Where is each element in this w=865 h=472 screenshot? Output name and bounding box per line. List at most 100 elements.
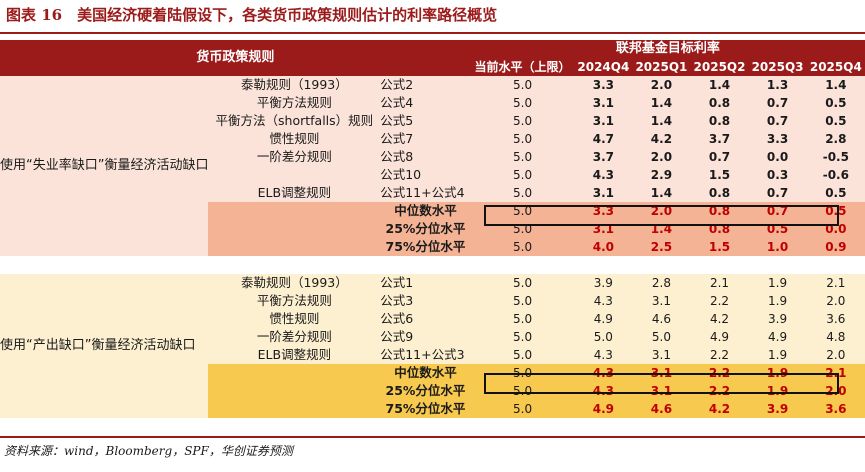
rate-value: 0.7 xyxy=(748,94,807,112)
rate-value: 1.4 xyxy=(632,94,691,112)
header-2025q2: 2025Q2 xyxy=(690,58,749,76)
summary-current-rate: 5.0 xyxy=(470,400,575,418)
summary-spacer xyxy=(208,382,381,400)
formula-ref: 公式9 xyxy=(380,328,471,346)
summary-rate-value: 2.2 xyxy=(690,364,749,382)
rule-name: 一阶差分规则 xyxy=(208,328,381,346)
rate-value: 2.1 xyxy=(806,274,865,292)
table-row: 平衡方法（shortfalls）规则 公式5 5.0 3.1 1.4 0.8 0.7 0.5 xyxy=(0,112,865,130)
rate-value: 2.2 xyxy=(690,292,749,310)
rate-value: 3.1 xyxy=(632,346,691,364)
rule-name: 平衡方法规则 xyxy=(208,94,381,112)
header-row-top: 货币政策规则 联邦基金目标利率 xyxy=(0,40,865,76)
rate-value: 4.9 xyxy=(574,310,633,328)
summary-label: 中位数水平 xyxy=(380,202,471,220)
formula-ref: 公式3 xyxy=(380,292,471,310)
rate-value: 4.2 xyxy=(632,130,691,148)
rate-value: -0.5 xyxy=(806,148,865,166)
formula-ref: 公式7 xyxy=(380,130,471,148)
current-rate: 5.0 xyxy=(470,112,575,130)
summary-rate-value: 1.0 xyxy=(748,238,807,256)
formula-ref: 公式1 xyxy=(380,274,471,292)
group-label: 使用“失业率缺口”衡量经济活动缺口 xyxy=(0,76,209,256)
summary-rate-value: 0.5 xyxy=(748,220,807,238)
summary-rate-value: 4.3 xyxy=(574,382,633,400)
current-rate: 5.0 xyxy=(470,148,575,166)
rate-value: 0.5 xyxy=(806,112,865,130)
current-rate: 5.0 xyxy=(470,166,575,184)
gap-cell xyxy=(0,256,865,274)
summary-rate-value: 1.9 xyxy=(748,364,807,382)
summary-label: 25%分位水平 xyxy=(380,220,471,238)
source-note: 资料来源：wind，Bloomberg，SPF，华创证券预测 xyxy=(0,436,865,472)
current-rate: 5.0 xyxy=(470,130,575,148)
rate-value: 0.5 xyxy=(806,184,865,202)
summary-rate-value: 1.9 xyxy=(748,382,807,400)
header-2025q1: 2025Q1 xyxy=(632,58,691,76)
formula-ref: 公式6 xyxy=(380,310,471,328)
current-rate: 5.0 xyxy=(470,94,575,112)
rate-value: 4.2 xyxy=(690,310,749,328)
formula-ref: 公式8 xyxy=(380,148,471,166)
summary-spacer xyxy=(208,238,381,256)
summary-current-rate: 5.0 xyxy=(470,202,575,220)
rate-value: 1.9 xyxy=(748,346,807,364)
summary-rate-value: 0.8 xyxy=(690,220,749,238)
header-2024q4: 2024Q4 xyxy=(574,58,633,76)
header-current: 当前水平（上限） xyxy=(470,58,575,76)
rate-value: 3.9 xyxy=(748,310,807,328)
header-rule-label: 货币政策规则 xyxy=(0,40,471,76)
rule-name: 泰勒规则（1993） xyxy=(208,274,381,292)
rate-value: 1.3 xyxy=(748,76,807,94)
rule-name: 平衡方法（shortfalls）规则 xyxy=(208,112,381,130)
summary-rate-value: 3.1 xyxy=(632,382,691,400)
current-rate: 5.0 xyxy=(470,274,575,292)
formula-ref: 公式10 xyxy=(380,166,471,184)
table-row: 平衡方法规则 公式4 5.0 3.1 1.4 0.8 0.7 0.5 xyxy=(0,94,865,112)
summary-rate-value: 2.0 xyxy=(806,382,865,400)
rule-name xyxy=(208,166,381,184)
summary-rate-value: 1.5 xyxy=(690,238,749,256)
table-row: ELB调整规则 公式11+公式3 5.0 4.3 3.1 2.2 1.9 2.0 xyxy=(0,346,865,364)
rate-value: 2.0 xyxy=(632,148,691,166)
summary-label: 中位数水平 xyxy=(380,364,471,382)
summary-rate-value: 3.3 xyxy=(574,202,633,220)
current-rate: 5.0 xyxy=(470,346,575,364)
header-2025q3: 2025Q3 xyxy=(748,58,807,76)
rate-value: 3.1 xyxy=(632,292,691,310)
summary-spacer xyxy=(208,220,381,238)
table-row: 公式10 5.0 4.3 2.9 1.5 0.3 -0.6 xyxy=(0,166,865,184)
rate-value: 5.0 xyxy=(574,328,633,346)
table-row: 使用“产出缺口”衡量经济活动缺口 泰勒规则（1993） 公式1 5.0 3.9 2.8 2.… xyxy=(0,274,865,418)
rate-value: 4.7 xyxy=(574,130,633,148)
rule-name: 惯性规则 xyxy=(208,130,381,148)
summary-rate-value: 0.9 xyxy=(806,238,865,256)
rate-value: 1.9 xyxy=(748,274,807,292)
rate-value: 3.1 xyxy=(574,94,633,112)
summary-current-rate: 5.0 xyxy=(470,238,575,256)
formula-ref: 公式2 xyxy=(380,76,471,94)
rate-value: 0.8 xyxy=(690,184,749,202)
rate-value: 0.7 xyxy=(690,148,749,166)
summary-rate-value: 3.6 xyxy=(806,400,865,418)
summary-current-rate: 5.0 xyxy=(470,382,575,400)
summary-current-rate: 5.0 xyxy=(470,364,575,382)
rate-value: 2.0 xyxy=(806,292,865,310)
table-row: 惯性规则 公式7 5.0 4.7 4.2 3.7 3.3 2.8 xyxy=(0,130,865,148)
formula-ref: 公式11+公式3 xyxy=(380,346,471,364)
summary-spacer xyxy=(208,202,381,220)
rate-value: 3.1 xyxy=(574,112,633,130)
rate-value: 1.4 xyxy=(806,76,865,94)
rate-path-table: 货币政策规则 联邦基金目标利率 当前水平（上限） 2024Q4 2025Q1 2… xyxy=(0,40,865,418)
rate-value: 0.5 xyxy=(806,94,865,112)
rate-value: 3.6 xyxy=(806,310,865,328)
summary-rate-value: 0.8 xyxy=(690,202,749,220)
summary-current-rate: 5.0 xyxy=(470,220,575,238)
summary-row: 25%分位水平 5.0 4.3 3.1 2.2 1.9 2.0 xyxy=(0,382,865,400)
table-row: 惯性规则 公式6 5.0 4.9 4.6 4.2 3.9 3.6 xyxy=(0,310,865,328)
summary-rate-value: 0.5 xyxy=(806,202,865,220)
header-2025q4: 2025Q4 xyxy=(806,58,865,76)
rate-value: 0.8 xyxy=(690,112,749,130)
rule-name: 泰勒规则（1993） xyxy=(208,76,381,94)
rate-value: 3.7 xyxy=(690,130,749,148)
